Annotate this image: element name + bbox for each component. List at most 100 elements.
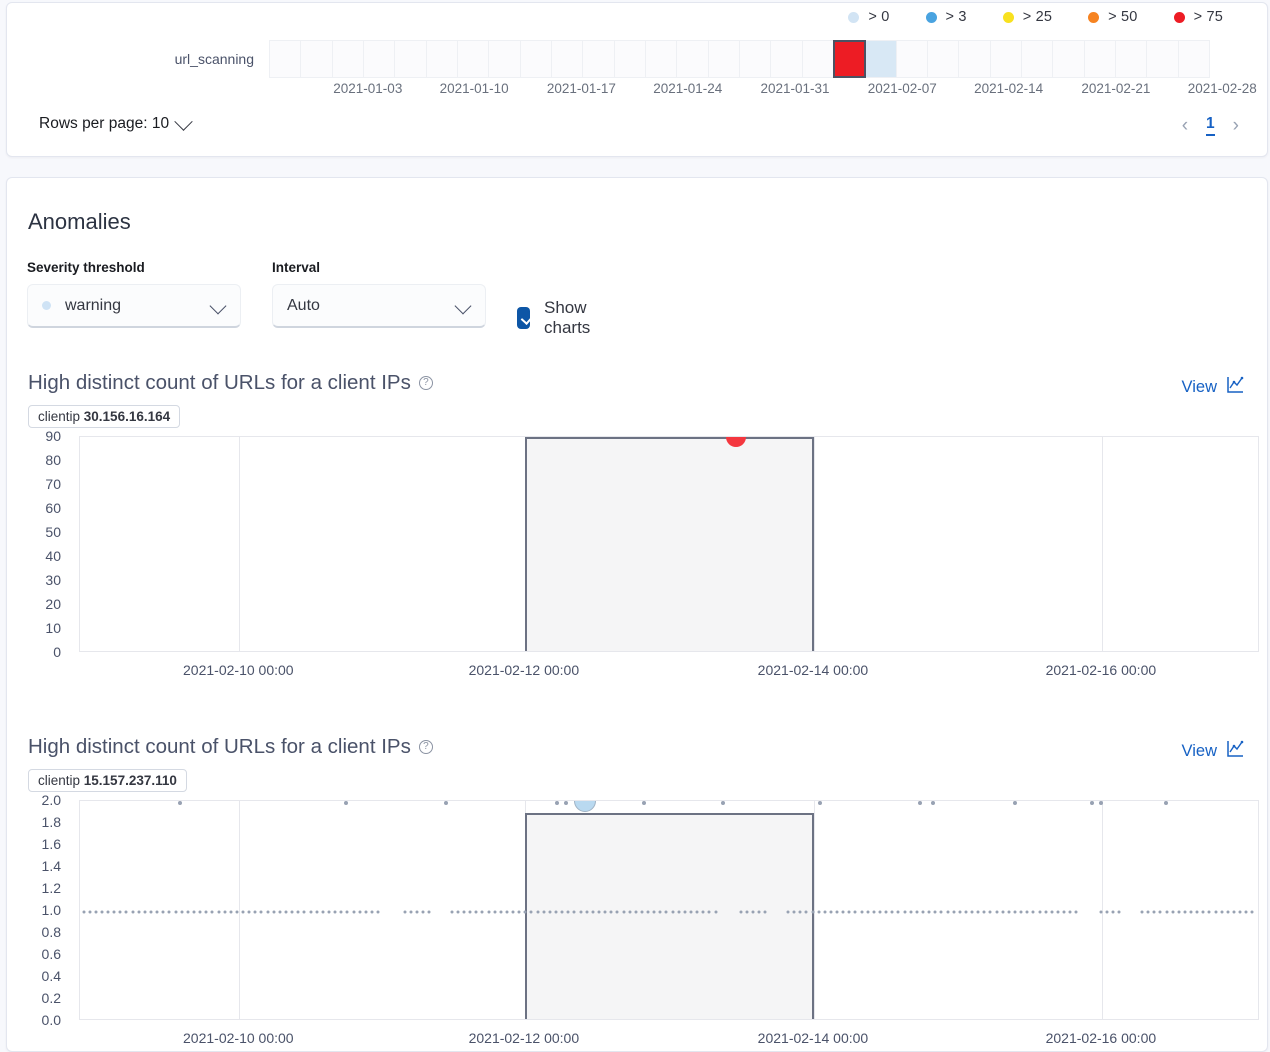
- show-charts-checkbox[interactable]: [517, 307, 530, 329]
- swimlane-cell[interactable]: [771, 41, 803, 77]
- grid-line-vertical: [239, 801, 241, 1019]
- show-charts-checkbox-row[interactable]: Show charts: [517, 298, 599, 338]
- severity-threshold-select[interactable]: warning: [27, 284, 241, 328]
- swimlane-cell[interactable]: [897, 41, 928, 77]
- swimlane-cell[interactable]: [1022, 41, 1054, 77]
- swimlane-cell[interactable]: [301, 41, 333, 77]
- swimlane-cell[interactable]: [832, 40, 867, 78]
- severity-threshold-label: Severity threshold: [27, 260, 145, 275]
- help-icon[interactable]: ?: [418, 740, 433, 754]
- y-axis-tick: 1.4: [41, 858, 61, 874]
- data-point: [480, 910, 484, 914]
- swimlane-cell[interactable]: [740, 41, 772, 77]
- data-point: [909, 910, 913, 914]
- data-point: [462, 910, 466, 914]
- data-point: [1177, 910, 1181, 914]
- chart-icon: [1226, 375, 1245, 399]
- swimlane-cell[interactable]: [928, 41, 960, 77]
- swimlane-cell[interactable]: [1116, 41, 1148, 77]
- data-point: [296, 910, 300, 914]
- anomalies-heading: Anomalies: [28, 209, 131, 234]
- swimlane-cell[interactable]: [646, 41, 678, 77]
- legend-item-3: > 50: [1088, 9, 1137, 25]
- data-point: [124, 910, 128, 914]
- swimlane-cell[interactable]: [991, 41, 1022, 77]
- y-axis-tick: 50: [45, 524, 61, 540]
- swimlane-cell[interactable]: [1085, 41, 1116, 77]
- view-link[interactable]: View: [1182, 739, 1245, 763]
- data-point: [615, 910, 619, 914]
- swimlane-cell[interactable]: [1147, 41, 1179, 77]
- view-link[interactable]: View: [1182, 375, 1245, 399]
- data-point: [548, 910, 552, 914]
- data-point: [591, 910, 595, 914]
- data-point: [542, 910, 546, 914]
- data-point: [671, 910, 675, 914]
- data-point: [890, 910, 894, 914]
- previous-page-button[interactable]: ‹: [1181, 115, 1189, 136]
- swimlane-cell[interactable]: [1179, 41, 1209, 77]
- swimlane-cell[interactable]: [1053, 41, 1085, 77]
- data-point: [376, 910, 380, 914]
- data-point: [131, 910, 135, 914]
- data-point: [178, 801, 183, 805]
- anomaly-marker-warning[interactable]: [574, 801, 597, 812]
- swimlane-row: url_scanning: [7, 38, 1267, 80]
- chart-canvas[interactable]: [79, 436, 1259, 652]
- swimlane-cell[interactable]: [803, 41, 834, 77]
- time-selection-rectangle[interactable]: [524, 813, 814, 1019]
- data-point: [1099, 910, 1103, 914]
- swimlane-cell[interactable]: [521, 41, 552, 77]
- swimlane-track[interactable]: [269, 40, 1210, 78]
- swimlane-time-axis: 2021-01-03 2021-01-10 2021-01-17 2021-01-24…: [269, 81, 1256, 103]
- rows-per-page-selector[interactable]: Rows per page: 10: [39, 111, 193, 133]
- data-point: [192, 910, 196, 914]
- time-selection-rectangle[interactable]: [524, 437, 814, 651]
- data-point: [866, 910, 870, 914]
- plot-area: 0 10 20 30 40 50 60 70 80 90 2021-02-10 00:00 2021-…: [7, 428, 1267, 686]
- swimlane-cell[interactable]: [959, 41, 991, 77]
- swimlane-cell[interactable]: [583, 41, 615, 77]
- chevron-down-icon: [209, 297, 227, 315]
- pagination-row: Rows per page: 10 ‹ 1 ›: [7, 107, 1267, 151]
- data-point: [1232, 910, 1236, 914]
- legend-item-2: > 25: [1002, 9, 1052, 25]
- page-number-1[interactable]: 1: [1206, 115, 1215, 136]
- y-axis-tick: 0.6: [41, 946, 61, 962]
- severity-dot-icon: [42, 301, 51, 310]
- swimlane-cell[interactable]: [615, 41, 646, 77]
- interval-select[interactable]: Auto: [272, 284, 486, 328]
- x-axis-tick: 2021-02-10 00:00: [183, 662, 294, 678]
- swimlane-cell[interactable]: [333, 41, 364, 77]
- data-point: [161, 910, 165, 914]
- swimlane-cell[interactable]: [677, 41, 709, 77]
- swimlane-cell[interactable]: [270, 41, 302, 77]
- chart-filter-badge[interactable]: clientip 30.156.16.164: [28, 405, 181, 428]
- swimlane-cell[interactable]: [427, 41, 458, 77]
- data-point: [964, 910, 968, 914]
- y-axis-tick: 1.6: [41, 836, 61, 852]
- chart-canvas[interactable]: [79, 800, 1259, 1020]
- chart-filter-badge[interactable]: clientip 15.157.237.110: [28, 769, 187, 792]
- swimlane-cell[interactable]: [364, 41, 396, 77]
- x-axis-tick: 2021-02-10 00:00: [183, 1030, 294, 1046]
- data-point: [695, 910, 699, 914]
- data-point: [278, 910, 282, 914]
- data-point: [427, 910, 431, 914]
- swimlane-cell[interactable]: [458, 41, 490, 77]
- interval-control: Interval Auto: [272, 260, 486, 328]
- next-page-button[interactable]: ›: [1232, 115, 1239, 136]
- help-icon[interactable]: ?: [418, 376, 433, 390]
- swimlane-cell[interactable]: [865, 41, 897, 77]
- data-point: [493, 910, 497, 914]
- data-point: [1152, 910, 1156, 914]
- swimlane-cell[interactable]: [489, 41, 521, 77]
- data-point: [931, 801, 936, 805]
- data-point: [167, 910, 171, 914]
- swimlane-cell[interactable]: [709, 41, 740, 77]
- data-point: [137, 910, 141, 914]
- legend-dot-icon: [925, 11, 937, 23]
- swimlane-cell[interactable]: [395, 41, 427, 77]
- anomaly-marker-critical[interactable]: [726, 437, 747, 447]
- swimlane-cell[interactable]: [552, 41, 584, 77]
